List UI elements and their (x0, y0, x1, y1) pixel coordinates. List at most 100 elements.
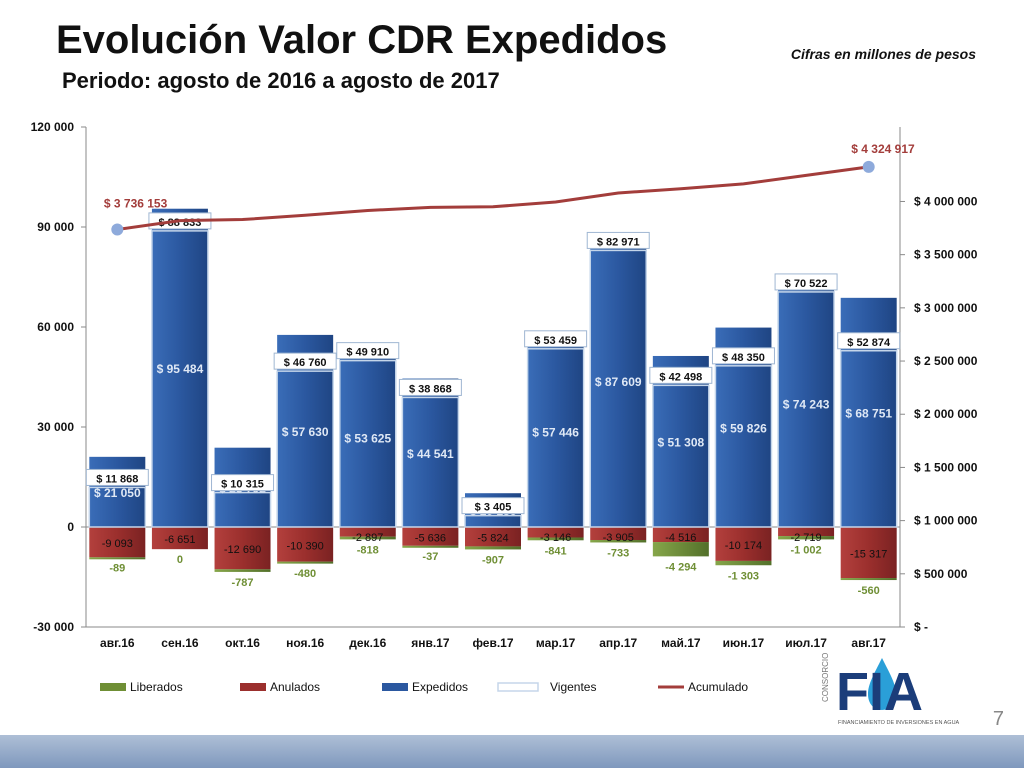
liberados-label: -787 (232, 577, 254, 589)
y-tick-label: 0 (67, 520, 74, 534)
y2-tick-label: $ 3 000 000 (914, 301, 978, 315)
anulados-label: -10 174 (725, 540, 762, 552)
legend-swatch-expedidos (382, 683, 408, 691)
vigentes-label: $ 82 971 (597, 236, 640, 248)
anulados-bar (652, 527, 709, 543)
vigentes-label-box (398, 378, 462, 396)
liberados-bar (277, 561, 334, 564)
expedidos-bar (402, 378, 459, 527)
svg-text:FINANCIAMIENTO DE INVERSIONES: FINANCIAMIENTO DE INVERSIONES EN AGUA (838, 720, 960, 726)
expedidos-label: $ 95 484 (157, 362, 204, 376)
expedidos-bar (778, 279, 835, 527)
liberados-bar (465, 546, 521, 550)
y2-tick-label: $ - (914, 620, 928, 634)
vigentes-label: $ 49 910 (346, 347, 389, 359)
vigentes-label-box (649, 366, 713, 384)
y2-tick-label: $ 1 500 000 (914, 460, 978, 474)
liberados-label: -37 (422, 551, 438, 563)
expedidos-label: $ 57 446 (532, 425, 579, 439)
anulados-label: -5 824 (477, 533, 508, 545)
expedidos-label: $ 74 243 (783, 397, 830, 411)
vigentes-label: $ 52 874 (847, 337, 891, 349)
vigentes-label: $ 70 522 (785, 278, 828, 290)
vigentes-outline (839, 350, 898, 528)
acumulado-marker (111, 223, 124, 236)
liberados-label: -4 294 (665, 561, 697, 573)
vigentes-label-box (461, 497, 525, 515)
x-tick-label: апр.17 (599, 636, 637, 650)
vigentes-outline (151, 230, 209, 528)
page-number: 7 (992, 708, 1004, 730)
fia-logo: CONSORCIO FIA FINANCIAMIENTO DE INVERSIO… (822, 653, 960, 726)
y-tick-label: 90 000 (37, 220, 74, 234)
liberados-bar (339, 536, 396, 540)
x-tick-label: авг.17 (851, 636, 886, 650)
expedidos-label: $ 68 751 (845, 406, 892, 420)
chart-subtitle: Periodo: agosto de 2016 a agosto de 2017 (62, 68, 500, 93)
y-tick-label: 120 000 (31, 120, 75, 134)
anulados-bar (277, 527, 334, 562)
liberados-label: -89 (109, 563, 125, 575)
vigentes-outline (339, 359, 397, 528)
vigentes-label: $ 10 315 (221, 479, 264, 491)
units-note: Cifras en millones de pesos (790, 46, 976, 62)
vigentes-label-box (586, 231, 650, 249)
vigentes-outline (213, 491, 272, 528)
x-tick-label: дек.16 (349, 636, 386, 650)
anulados-bar (715, 527, 772, 561)
expedidos-bar (339, 348, 396, 527)
expedidos-bar (590, 234, 647, 527)
x-tick-label: июн.17 (723, 636, 765, 650)
expedidos-label: $ 51 308 (657, 435, 704, 449)
anulados-label: -10 390 (286, 540, 323, 552)
vigentes-outline (714, 365, 773, 528)
anulados-bar (778, 527, 835, 537)
x-tick-label: июл.17 (785, 636, 827, 650)
vigentes-label-box (774, 273, 838, 291)
expedidos-bar (527, 335, 584, 527)
anulados-bar (465, 527, 521, 547)
cdr-chart: 120 000 90 000 60 000 30 000 0 -30 000 $ 4 000… (31, 120, 978, 694)
anulados-label: -3 146 (540, 532, 571, 544)
y-tick-label: 30 000 (37, 420, 74, 434)
y2-tick-label: $ 1 000 000 (914, 514, 978, 528)
liberados-bar (840, 578, 897, 581)
expedidos-label: $ 57 630 (282, 425, 329, 439)
vigentes-outline (401, 396, 460, 528)
vigentes-label: $ 46 760 (284, 357, 327, 369)
liberados-bar (214, 569, 271, 572)
liberados-label: -841 (545, 545, 567, 557)
vigentes-label: $ 38 868 (409, 383, 452, 395)
liberados-label: -1 303 (728, 570, 759, 582)
liberados-label: -560 (858, 585, 880, 597)
acumulado-marker (862, 160, 875, 173)
svg-text:FIA: FIA (836, 662, 923, 722)
footer-band (0, 735, 1024, 768)
vigentes-outline (88, 486, 147, 528)
x-tick-label: мар.17 (536, 636, 576, 650)
liberados-label: -907 (482, 554, 504, 566)
legend-label-acumulado: Acumulado (688, 680, 748, 694)
y2-tick-label: $ 500 000 (914, 567, 968, 581)
anulados-bar (840, 527, 897, 579)
anulados-bar (214, 527, 271, 570)
vigentes-label-box (85, 468, 149, 486)
expedidos-bar (652, 355, 709, 527)
x-tick-label: ноя.16 (286, 636, 324, 650)
expedidos-label: $ 59 826 (720, 421, 767, 435)
acumulado-label-end: $ 4 324 917 (851, 142, 915, 156)
vigentes-label-box (711, 347, 775, 365)
vigentes-label: $ 53 459 (534, 335, 577, 347)
liberados-label: -480 (294, 568, 316, 580)
legend-swatch-liberados (100, 683, 126, 691)
expedidos-label: $ 44 541 (407, 447, 454, 461)
anulados-label: -6 651 (164, 534, 195, 546)
vigentes-outline (652, 384, 710, 528)
vigentes-label: $ 3 405 (475, 502, 512, 514)
y-tick-label: 60 000 (37, 320, 74, 334)
anulados-label: -9 093 (102, 538, 133, 550)
y-tick-label: -30 000 (33, 620, 74, 634)
liberados-label: -733 (607, 547, 629, 559)
liberados-label: -818 (357, 544, 379, 556)
vigentes-label-box (211, 474, 275, 492)
